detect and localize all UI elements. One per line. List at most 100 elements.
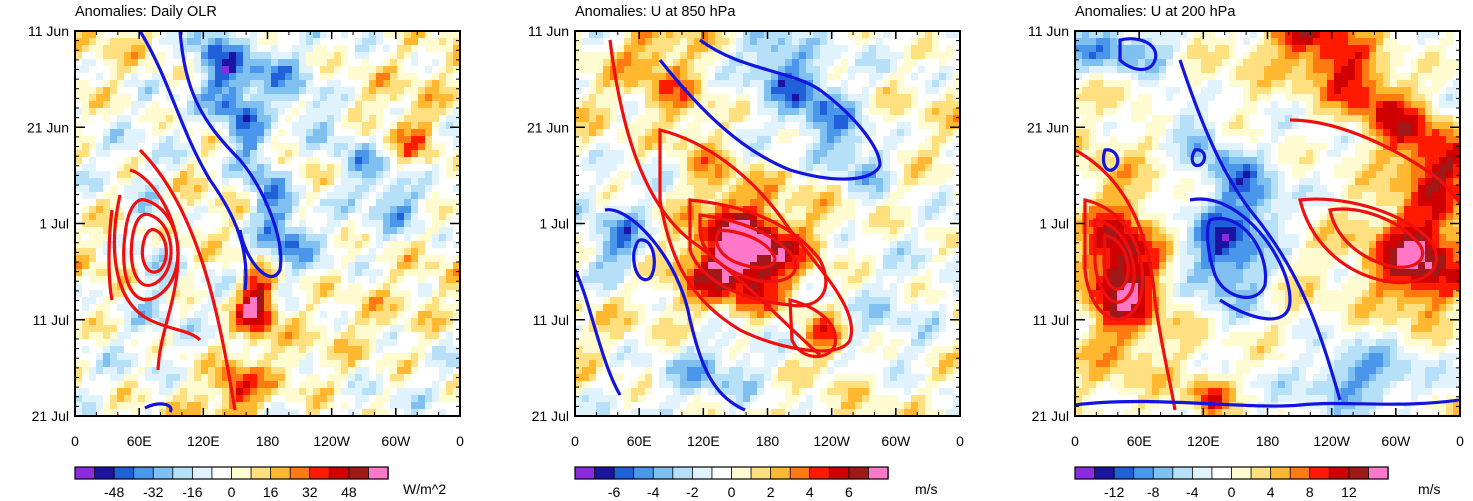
heatmap-cell	[771, 290, 779, 298]
heatmap-cell	[348, 402, 356, 410]
heatmap-cell	[362, 150, 370, 158]
heatmap-cell	[103, 66, 111, 74]
heatmap-cell	[369, 248, 377, 256]
heatmap-cell	[131, 339, 139, 347]
heatmap-cell	[257, 388, 265, 396]
heatmap-cell	[785, 360, 793, 368]
heatmap-cell	[680, 87, 688, 95]
heatmap-cell	[208, 311, 216, 319]
heatmap-cell	[194, 122, 202, 130]
heatmap-cell	[201, 255, 209, 263]
heatmap-cell	[110, 87, 118, 95]
heatmap-cell	[659, 87, 667, 95]
heatmap-cell	[131, 255, 139, 263]
heatmap-cell	[187, 213, 195, 221]
heatmap-cell	[383, 94, 391, 102]
heatmap-cell	[722, 367, 730, 375]
heatmap-cell	[194, 87, 202, 95]
heatmap-cell	[369, 129, 377, 137]
heatmap-cell	[418, 31, 426, 39]
heatmap-cell	[152, 38, 160, 46]
heatmap-cell	[145, 325, 153, 333]
heatmap-cell	[187, 150, 195, 158]
heatmap-cell	[708, 136, 716, 144]
heatmap-cell	[208, 381, 216, 389]
heatmap-cell	[652, 87, 660, 95]
heatmap-cell	[124, 367, 132, 375]
heatmap-cell	[432, 59, 440, 67]
heatmap-cell	[617, 283, 625, 291]
heatmap-cell	[771, 374, 779, 382]
heatmap-cell	[404, 367, 412, 375]
heatmap-cell	[166, 150, 174, 158]
heatmap-cell	[306, 185, 314, 193]
heatmap-cell	[404, 66, 412, 74]
heatmap-cell	[743, 353, 751, 361]
heatmap-cell	[383, 87, 391, 95]
heatmap-cell	[750, 150, 758, 158]
heatmap-cell	[320, 157, 328, 165]
heatmap-cell	[334, 178, 342, 186]
heatmap-cell	[673, 87, 681, 95]
heatmap-cell	[152, 381, 160, 389]
heatmap-cell	[110, 290, 118, 298]
heatmap-cell	[180, 311, 188, 319]
heatmap-cell	[334, 122, 342, 130]
heatmap-cell	[617, 38, 625, 46]
heatmap-cell	[638, 31, 646, 39]
heatmap-cell	[257, 381, 265, 389]
heatmap-cell	[652, 143, 660, 151]
heatmap-cell	[418, 395, 426, 403]
heatmap-cell	[792, 367, 800, 375]
heatmap-cell	[715, 290, 723, 298]
heatmap-cell	[411, 45, 419, 53]
heatmap-cell	[743, 332, 751, 340]
heatmap-cell	[708, 388, 716, 396]
heatmap-cell	[327, 213, 335, 221]
heatmap-cell	[180, 129, 188, 137]
heatmap-cell	[439, 157, 447, 165]
heatmap-cell	[215, 185, 223, 193]
heatmap-cell	[708, 318, 716, 326]
heatmap-cell	[596, 353, 604, 361]
heatmap-cell	[589, 87, 597, 95]
heatmap-cell	[722, 115, 730, 123]
heatmap-cell	[418, 234, 426, 242]
heatmap-cell	[404, 178, 412, 186]
heatmap-cell	[96, 171, 104, 179]
heatmap-cell	[355, 220, 363, 228]
heatmap-cell	[453, 227, 461, 235]
heatmap-cell	[638, 255, 646, 263]
heatmap-cell	[250, 94, 258, 102]
heatmap-cell	[397, 129, 405, 137]
heatmap-cell	[180, 227, 188, 235]
heatmap-cell	[229, 178, 237, 186]
heatmap-cell	[694, 164, 702, 172]
heatmap-cell	[666, 213, 674, 221]
heatmap-cell	[355, 304, 363, 312]
heatmap-cell	[306, 255, 314, 263]
heatmap-cell	[638, 374, 646, 382]
heatmap-cell	[96, 255, 104, 263]
heatmap-cell	[117, 234, 125, 242]
heatmap-cell	[610, 269, 618, 277]
heatmap-cell	[757, 339, 765, 347]
heatmap-cell	[750, 367, 758, 375]
heatmap-cell	[229, 346, 237, 354]
heatmap-cell	[257, 52, 265, 60]
heatmap-cell	[715, 283, 723, 291]
heatmap-cell	[236, 164, 244, 172]
heatmap-cell	[334, 262, 342, 270]
heatmap-cell	[439, 59, 447, 67]
heatmap-cell	[96, 402, 104, 410]
heatmap-cell	[82, 101, 90, 109]
heatmap-cell	[369, 234, 377, 242]
heatmap-cell	[243, 402, 251, 410]
heatmap-cell	[652, 94, 660, 102]
heatmap-cell	[771, 143, 779, 151]
heatmap-cell	[390, 269, 398, 277]
heatmap-cell	[404, 381, 412, 389]
heatmap-cell	[680, 220, 688, 228]
heatmap-cell	[145, 171, 153, 179]
heatmap-cell	[131, 381, 139, 389]
